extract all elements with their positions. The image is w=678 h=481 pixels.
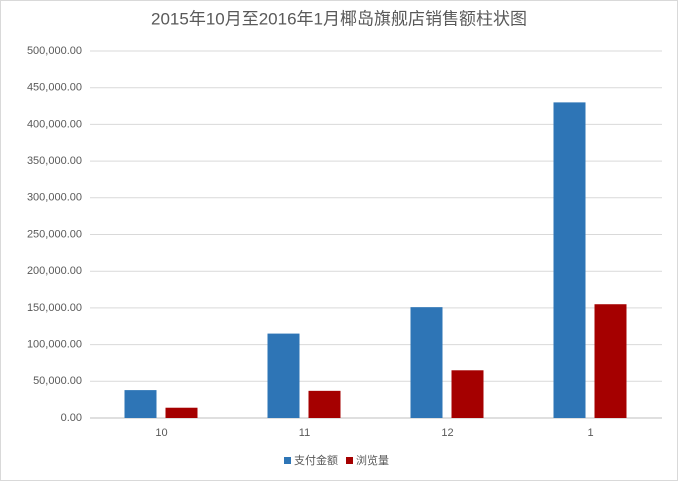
y-tick-label: 100,000.00: [27, 339, 82, 351]
y-tick-label: 150,000.00: [27, 302, 82, 314]
y-tick-label: 250,000.00: [27, 228, 82, 240]
y-tick-label: 350,000.00: [27, 155, 82, 167]
x-tick-label: 1: [587, 427, 593, 439]
y-tick-label: 400,000.00: [27, 118, 82, 130]
bar: [308, 390, 341, 418]
legend-label: 支付金额: [294, 453, 338, 467]
bar: [124, 390, 157, 418]
bar: [553, 102, 586, 418]
y-tick-label: 200,000.00: [27, 265, 82, 277]
x-tick-label: 11: [299, 427, 310, 439]
bar: [410, 307, 443, 418]
legend-swatch: [346, 457, 353, 464]
x-tick-label: 10: [155, 427, 167, 439]
y-tick-label: 500,000.00: [27, 45, 82, 57]
bar: [165, 407, 198, 418]
bar: [594, 304, 627, 418]
y-tick-label: 450,000.00: [27, 82, 82, 94]
y-tick-label: 300,000.00: [27, 192, 82, 204]
y-tick-label: 0.00: [61, 412, 82, 424]
legend-swatch: [284, 457, 291, 464]
legend-label: 浏览量: [356, 453, 389, 467]
bar: [267, 333, 300, 418]
chart-title: 2015年10月至2016年1月椰岛旗舰店销售额柱状图: [151, 9, 527, 28]
y-tick-label: 50,000.00: [33, 375, 82, 387]
bar: [451, 370, 484, 418]
x-tick-label: 12: [441, 427, 453, 439]
